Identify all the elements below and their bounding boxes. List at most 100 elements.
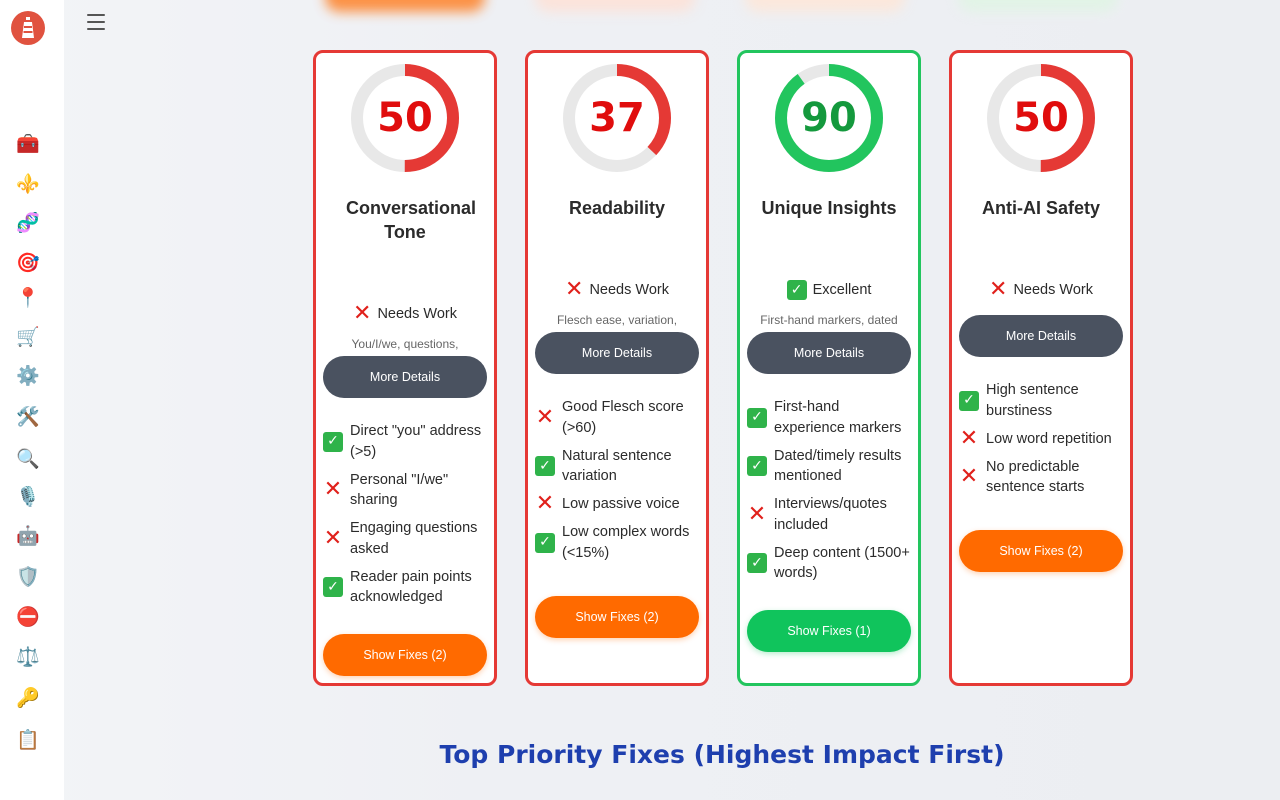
criteria-item: ✓ First-hand experience markers: [746, 397, 912, 438]
criteria-item: ✕ Interviews/quotes included: [746, 494, 912, 535]
criteria-text: Deep content (1500+ words): [774, 544, 910, 582]
cross-icon: ✕: [565, 277, 584, 302]
toolbox-icon[interactable]: 🧰: [16, 133, 40, 155]
score-card: 50 Conversational Tone ✕ Needs Work You/I/we…: [313, 50, 497, 686]
check-icon: ✓: [747, 407, 767, 428]
status-badge: ✕ Needs Work: [316, 301, 494, 326]
score-ring: [985, 62, 1097, 174]
microphone-icon[interactable]: 🎙️: [16, 486, 40, 508]
show-fixes-button[interactable]: Show Fixes (2): [535, 596, 699, 638]
sidebar: 🧰 ⚜️ 🧬 🎯 📍 🛒 ⚙️ 🛠️ 🔍 🎙️ 🤖 🛡️ ⛔ ⚖️ 🔑 📋: [0, 0, 64, 800]
pin-icon[interactable]: 📍: [16, 287, 40, 309]
fleur-de-lis-icon[interactable]: ⚜️: [16, 173, 40, 195]
check-icon: ✓: [535, 456, 555, 476]
status-label: Excellent: [812, 282, 872, 298]
criteria-item: ✓ Deep content (1500+ words): [746, 543, 912, 584]
card-title: Unique Insights: [761, 198, 897, 218]
status-badge: ✕ Needs Work: [952, 277, 1130, 302]
search-icon[interactable]: 🔍: [16, 448, 40, 470]
partial-card-glow: [958, 0, 1118, 12]
status-badge: ✕ Needs Work: [528, 277, 706, 302]
check-icon: ✓: [786, 280, 807, 300]
cart-icon[interactable]: 🛒: [16, 326, 40, 348]
card-title: Readability: [568, 198, 666, 218]
criteria-item: ✕ Low word repetition: [958, 425, 1124, 451]
scales-icon[interactable]: ⚖️: [16, 646, 40, 668]
criteria-item: ✓ High sentence burstiness: [958, 380, 1124, 421]
criteria-text: Reader pain points acknowledged: [350, 568, 472, 606]
criteria-text: First-hand experience markers: [774, 399, 902, 436]
check-icon: ✓: [747, 456, 767, 476]
partial-card-glow: [745, 0, 905, 12]
criteria-text: Natural sentence variation: [562, 447, 672, 485]
more-details-button[interactable]: More Details: [747, 332, 911, 374]
show-fixes-button[interactable]: Show Fixes (2): [323, 634, 487, 676]
criteria-item: ✓ Dated/timely results mentioned: [746, 446, 912, 487]
criteria-text: Direct "you" address (>5): [350, 423, 482, 460]
no-entry-icon[interactable]: ⛔: [16, 606, 40, 628]
shield-icon[interactable]: 🛡️: [16, 566, 40, 588]
criteria-text: Dated/timely results mentioned: [774, 447, 902, 485]
criteria-item: ✕ Engaging questions asked: [322, 518, 488, 559]
criteria-text: Low word repetition: [986, 430, 1112, 447]
score-value: 50: [377, 95, 433, 141]
cross-icon: ✕: [353, 301, 372, 326]
criteria-item: ✕ No predictable sentence starts: [958, 457, 1124, 498]
target-icon[interactable]: 🎯: [16, 252, 40, 274]
criteria-list: ✓ Direct "you" address (>5) ✕ Personal "I/w…: [322, 421, 488, 615]
cross-icon: ✕: [959, 425, 979, 451]
lighthouse-logo[interactable]: [11, 11, 45, 45]
score-ring: [561, 62, 673, 174]
status-label: Needs Work: [377, 306, 457, 322]
score-ring: [773, 62, 885, 174]
criteria-item: ✓ Natural sentence variation: [534, 446, 700, 487]
more-details-button[interactable]: More Details: [535, 332, 699, 374]
check-icon: ✓: [323, 431, 343, 452]
key-icon[interactable]: 🔑: [16, 687, 40, 709]
check-icon: ✓: [535, 532, 555, 553]
cross-icon: ✕: [535, 404, 555, 430]
cross-icon: ✕: [989, 277, 1008, 302]
dna-icon[interactable]: 🧬: [16, 212, 40, 234]
criteria-item: ✓ Low complex words (<15%): [534, 522, 700, 563]
status-label: Needs Work: [1013, 282, 1093, 298]
clipboard-icon[interactable]: 📋: [16, 729, 40, 751]
criteria-text: High sentence burstiness: [986, 382, 1079, 419]
criteria-text: Engaging questions asked: [350, 520, 478, 557]
check-icon: ✓: [323, 577, 343, 597]
partial-card-glow: [325, 0, 485, 12]
more-details-button[interactable]: More Details: [323, 356, 487, 398]
criteria-text: Low passive voice: [562, 496, 680, 512]
criteria-text: Interviews/quotes included: [774, 496, 887, 533]
criteria-item: ✓ Direct "you" address (>5): [322, 421, 488, 462]
criteria-list: ✓ High sentence burstiness ✕ Low word repet…: [958, 380, 1124, 505]
cross-icon: ✕: [959, 464, 979, 489]
cross-icon: ✕: [747, 501, 767, 527]
card-title: Anti-AI Safety: [981, 198, 1100, 218]
lighthouse-icon: [22, 17, 34, 38]
criteria-list: ✓ First-hand experience markers ✓ Dated/tim…: [746, 397, 912, 591]
check-icon: ✓: [959, 390, 979, 411]
menu-toggle-icon[interactable]: [87, 14, 105, 30]
card-title: Conversational Tone: [346, 198, 477, 242]
gear-icon[interactable]: ⚙️: [16, 365, 40, 387]
score-value: 37: [589, 95, 645, 141]
show-fixes-button[interactable]: Show Fixes (1): [747, 610, 911, 652]
more-details-button[interactable]: More Details: [959, 315, 1123, 357]
criteria-list: ✕ Good Flesch score (>60) ✓ Natural sentenc…: [534, 397, 700, 571]
show-fixes-button[interactable]: Show Fixes (2): [959, 530, 1123, 572]
tools-icon[interactable]: 🛠️: [16, 406, 40, 428]
check-icon: ✓: [747, 553, 767, 573]
cross-icon: ✕: [535, 491, 555, 517]
score-value: 90: [801, 95, 857, 141]
robot-icon[interactable]: 🤖: [16, 525, 40, 547]
criteria-item: ✕ Good Flesch score (>60): [534, 397, 700, 438]
criteria-item: ✕ Low passive voice: [534, 491, 700, 517]
criteria-text: Low complex words (<15%): [562, 524, 690, 561]
partial-card-glow: [535, 0, 695, 12]
criteria-item: ✓ Reader pain points acknowledged: [322, 567, 488, 608]
criteria-item: ✕ Personal "I/we" sharing: [322, 470, 488, 511]
criteria-text: No predictable sentence starts: [986, 458, 1085, 496]
score-card: 37 Readability ✕ Needs Work Flesch ease, var…: [525, 50, 709, 686]
